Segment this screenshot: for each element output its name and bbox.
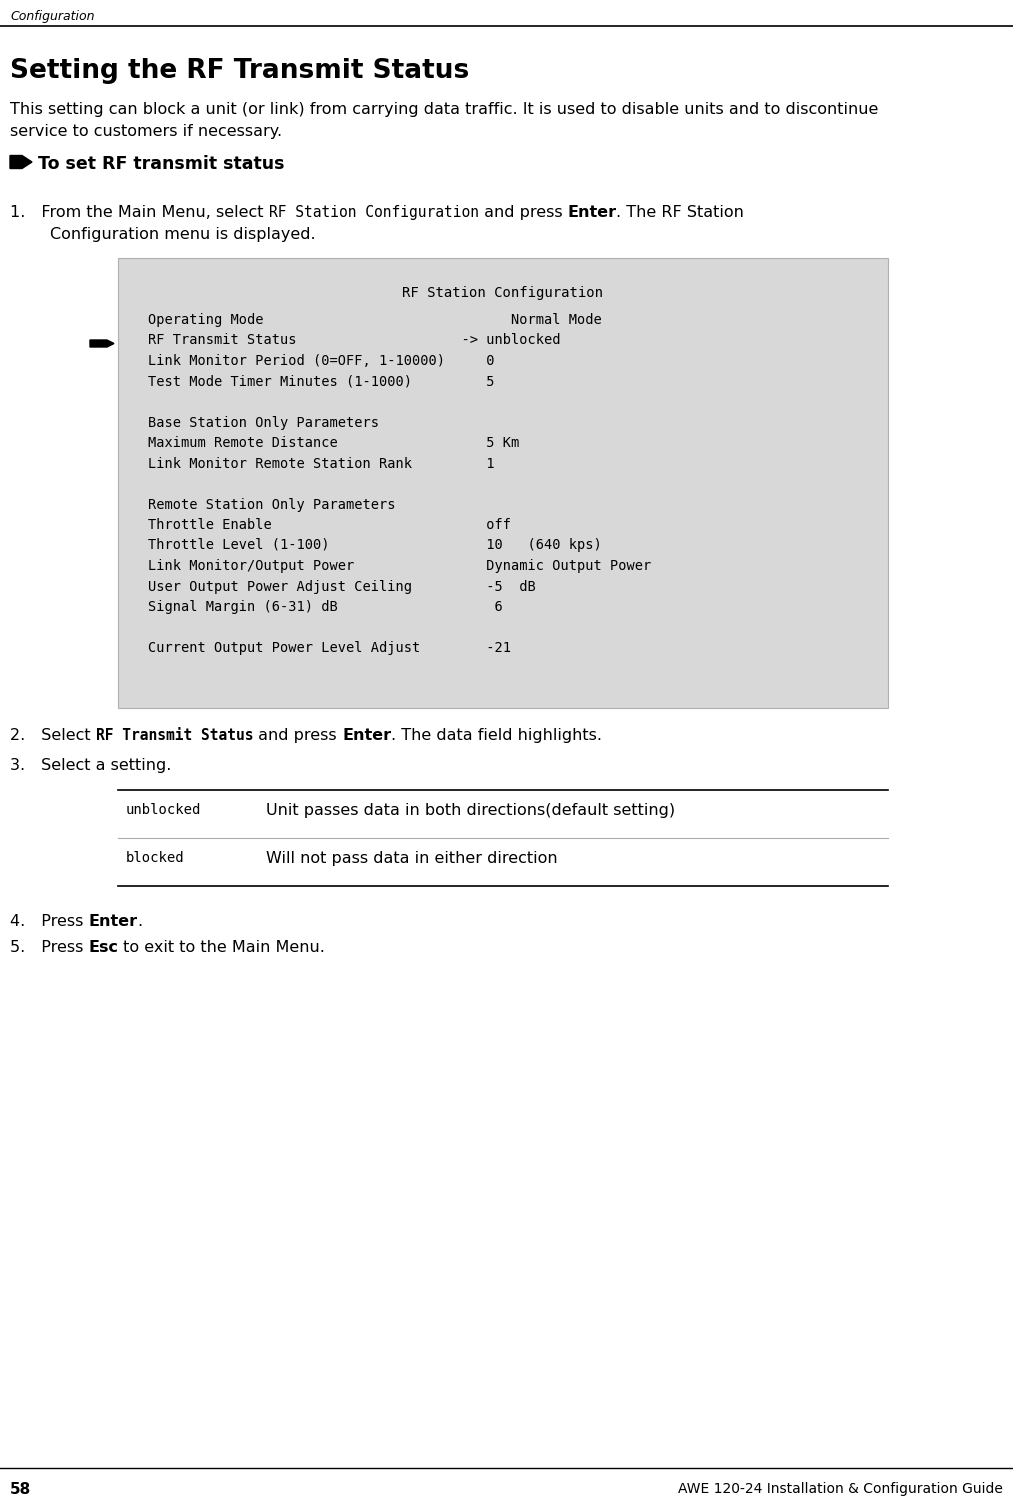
Text: . The RF Station: . The RF Station xyxy=(617,206,745,220)
Text: Setting the RF Transmit Status: Setting the RF Transmit Status xyxy=(10,58,469,84)
Text: Test Mode Timer Minutes (1-1000)         5: Test Mode Timer Minutes (1-1000) 5 xyxy=(148,375,494,388)
Text: and press: and press xyxy=(253,728,342,742)
Text: service to customers if necessary.: service to customers if necessary. xyxy=(10,124,283,140)
Text: unblocked: unblocked xyxy=(126,802,202,818)
Text: Link Monitor/Output Power                Dynamic Output Power: Link Monitor/Output Power Dynamic Output… xyxy=(148,560,651,573)
Text: Signal Margin (6-31) dB                   6: Signal Margin (6-31) dB 6 xyxy=(148,600,502,613)
Text: Link Monitor Period (0=OFF, 1-10000)     0: Link Monitor Period (0=OFF, 1-10000) 0 xyxy=(148,354,494,368)
Text: to exit to the Main Menu.: to exit to the Main Menu. xyxy=(119,940,325,956)
Text: 5.  Press: 5. Press xyxy=(10,940,88,956)
Text: Enter: Enter xyxy=(88,914,138,928)
FancyArrow shape xyxy=(90,340,114,346)
Text: Maximum Remote Distance                  5 Km: Maximum Remote Distance 5 Km xyxy=(148,436,520,450)
Text: RF Transmit Status                    -> unblocked: RF Transmit Status -> unblocked xyxy=(148,333,560,348)
Text: Will not pass data in either direction: Will not pass data in either direction xyxy=(266,850,557,865)
Text: . The data field highlights.: . The data field highlights. xyxy=(391,728,602,742)
Text: Configuration menu is displayed.: Configuration menu is displayed. xyxy=(50,226,316,242)
Text: Throttle Level (1-100)                   10   (640 kps): Throttle Level (1-100) 10 (640 kps) xyxy=(148,538,602,552)
Text: RF Station Configuration: RF Station Configuration xyxy=(268,206,478,220)
Text: Enter: Enter xyxy=(567,206,617,220)
Text: Configuration: Configuration xyxy=(10,10,94,22)
Text: Current Output Power Level Adjust        -21: Current Output Power Level Adjust -21 xyxy=(148,640,511,656)
Text: 58: 58 xyxy=(10,1482,31,1497)
Text: .: . xyxy=(138,914,143,928)
Text: Operating Mode                              Normal Mode: Operating Mode Normal Mode xyxy=(148,314,602,327)
Text: RF Transmit Status: RF Transmit Status xyxy=(96,728,253,742)
Text: and press: and press xyxy=(478,206,567,220)
Text: Esc: Esc xyxy=(88,940,119,956)
Text: 4.  Press: 4. Press xyxy=(10,914,88,928)
Text: 3.  Select a setting.: 3. Select a setting. xyxy=(10,758,171,772)
Text: User Output Power Adjust Ceiling         -5  dB: User Output Power Adjust Ceiling -5 dB xyxy=(148,579,536,594)
Text: Throttle Enable                          off: Throttle Enable off xyxy=(148,518,511,532)
Text: Enter: Enter xyxy=(342,728,391,742)
FancyArrow shape xyxy=(10,156,32,168)
Text: Remote Station Only Parameters: Remote Station Only Parameters xyxy=(148,498,395,512)
Text: blocked: blocked xyxy=(126,850,184,865)
Text: AWE 120-24 Installation & Configuration Guide: AWE 120-24 Installation & Configuration … xyxy=(678,1482,1003,1496)
Text: To set RF transmit status: To set RF transmit status xyxy=(38,154,285,172)
Text: RF Station Configuration: RF Station Configuration xyxy=(402,286,604,300)
Text: Link Monitor Remote Station Rank         1: Link Monitor Remote Station Rank 1 xyxy=(148,456,494,471)
Text: Unit passes data in both directions(default setting): Unit passes data in both directions(defa… xyxy=(266,802,675,818)
Text: 2.  Select: 2. Select xyxy=(10,728,96,742)
Bar xyxy=(118,258,888,708)
Text: 1.  From the Main Menu, select: 1. From the Main Menu, select xyxy=(10,206,268,220)
Text: Base Station Only Parameters: Base Station Only Parameters xyxy=(148,416,379,429)
Text: This setting can block a unit (or link) from carrying data traffic. It is used t: This setting can block a unit (or link) … xyxy=(10,102,878,117)
